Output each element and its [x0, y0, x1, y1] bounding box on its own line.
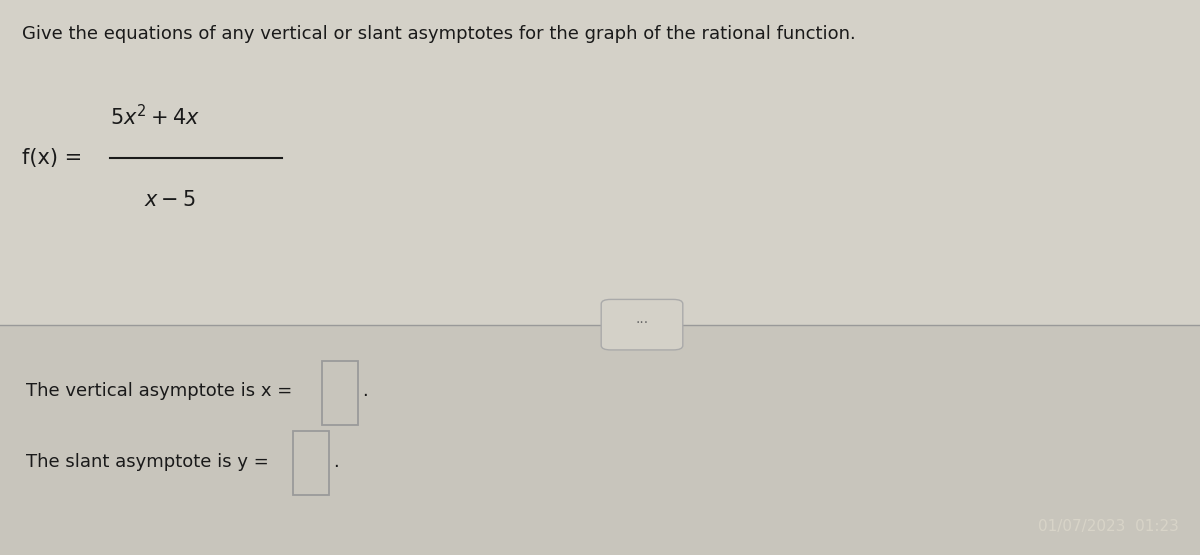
Text: f(x) =: f(x) =: [22, 148, 82, 168]
FancyBboxPatch shape: [293, 431, 329, 495]
Text: .: .: [334, 453, 340, 471]
Bar: [0, 0, 1200, 325]
Text: .: .: [362, 382, 368, 400]
Bar: [0, 325, 1200, 555]
Text: Give the equations of any vertical or slant asymptotes for the graph of the rati: Give the equations of any vertical or sl…: [22, 25, 856, 43]
Text: ···: ···: [636, 316, 648, 330]
Text: The vertical asymptote is x =: The vertical asymptote is x =: [26, 382, 299, 400]
Text: 01/07/2023  01:23: 01/07/2023 01:23: [1038, 519, 1178, 534]
Text: The slant asymptote is y =: The slant asymptote is y =: [26, 453, 275, 471]
Text: $x - 5$: $x - 5$: [144, 190, 196, 210]
FancyBboxPatch shape: [322, 361, 358, 425]
FancyBboxPatch shape: [601, 300, 683, 350]
Text: $5x^2 + 4x$: $5x^2 + 4x$: [110, 104, 200, 129]
